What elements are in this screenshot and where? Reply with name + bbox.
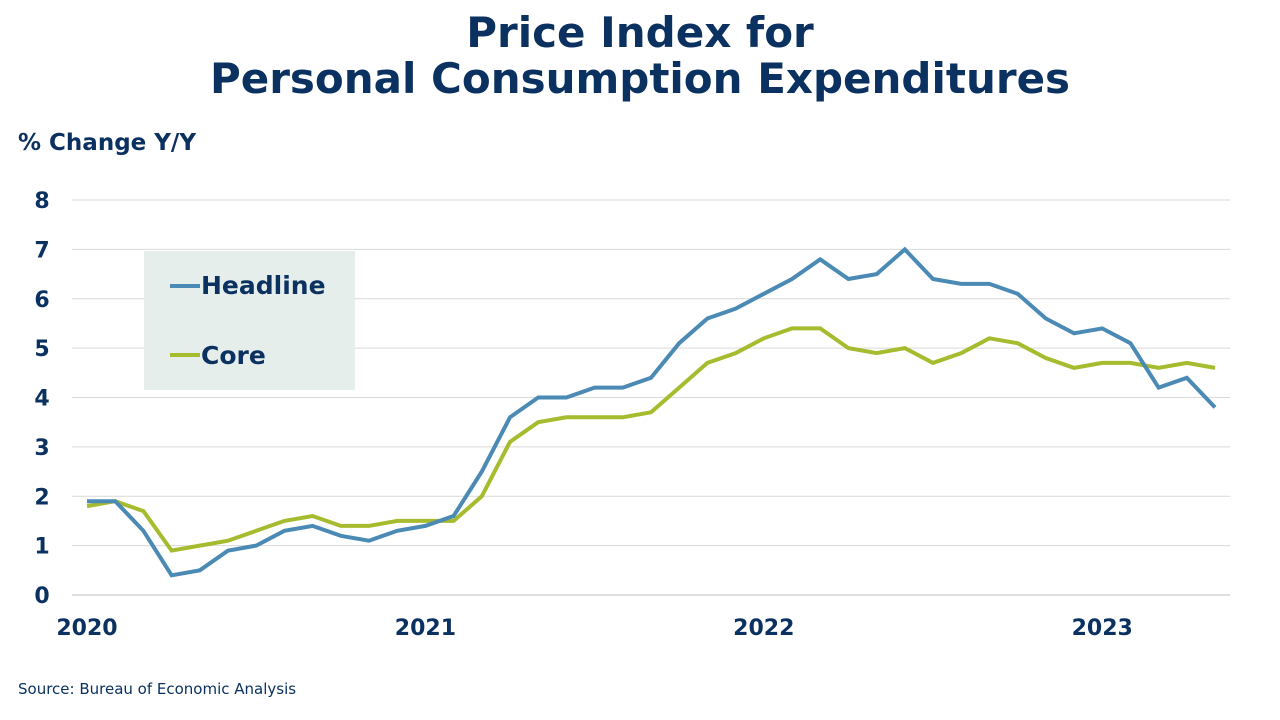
- y-tick-label-7: 7: [34, 238, 49, 263]
- y-tick-label-5: 5: [34, 337, 49, 362]
- series-lines: [86, 246, 1217, 578]
- grid-lines: [72, 199, 1230, 596]
- x-tick-labels: 2020 2021 2022 2023: [56, 616, 1132, 641]
- chart-title-line2: Personal Consumption Expenditures: [209, 54, 1071, 103]
- chart-title: Price Index for Personal Consumption Exp…: [0, 10, 1280, 102]
- legend-label-headline: Headline: [201, 271, 326, 300]
- x-tick-label-2021: 2021: [395, 616, 456, 641]
- series-line-headline: [87, 246, 1217, 578]
- legend: Headline Core: [144, 251, 355, 390]
- y-tick-label-6: 6: [34, 288, 49, 313]
- legend-label-core: Core: [201, 341, 266, 370]
- y-tick-label-8: 8: [34, 189, 49, 214]
- source-note: Source: Bureau of Economic Analysis: [18, 680, 297, 698]
- y-tick-label-0: 0: [34, 584, 49, 609]
- y-tick-label-3: 3: [34, 436, 49, 461]
- y-tick-labels: 0 1 2 3 4 5 6 7 8: [34, 189, 49, 609]
- y-axis-label: % Change Y/Y: [18, 130, 196, 156]
- chart-title-line1: Price Index for: [466, 8, 814, 57]
- x-tick-label-2023: 2023: [1072, 616, 1133, 641]
- y-tick-label-2: 2: [34, 485, 49, 510]
- y-tick-label-1: 1: [34, 535, 49, 560]
- series-line-core: [86, 326, 1216, 553]
- x-tick-label-2022: 2022: [733, 616, 794, 641]
- y-tick-label-4: 4: [34, 387, 49, 412]
- legend-background: [144, 251, 355, 390]
- x-tick-label-2020: 2020: [56, 616, 117, 641]
